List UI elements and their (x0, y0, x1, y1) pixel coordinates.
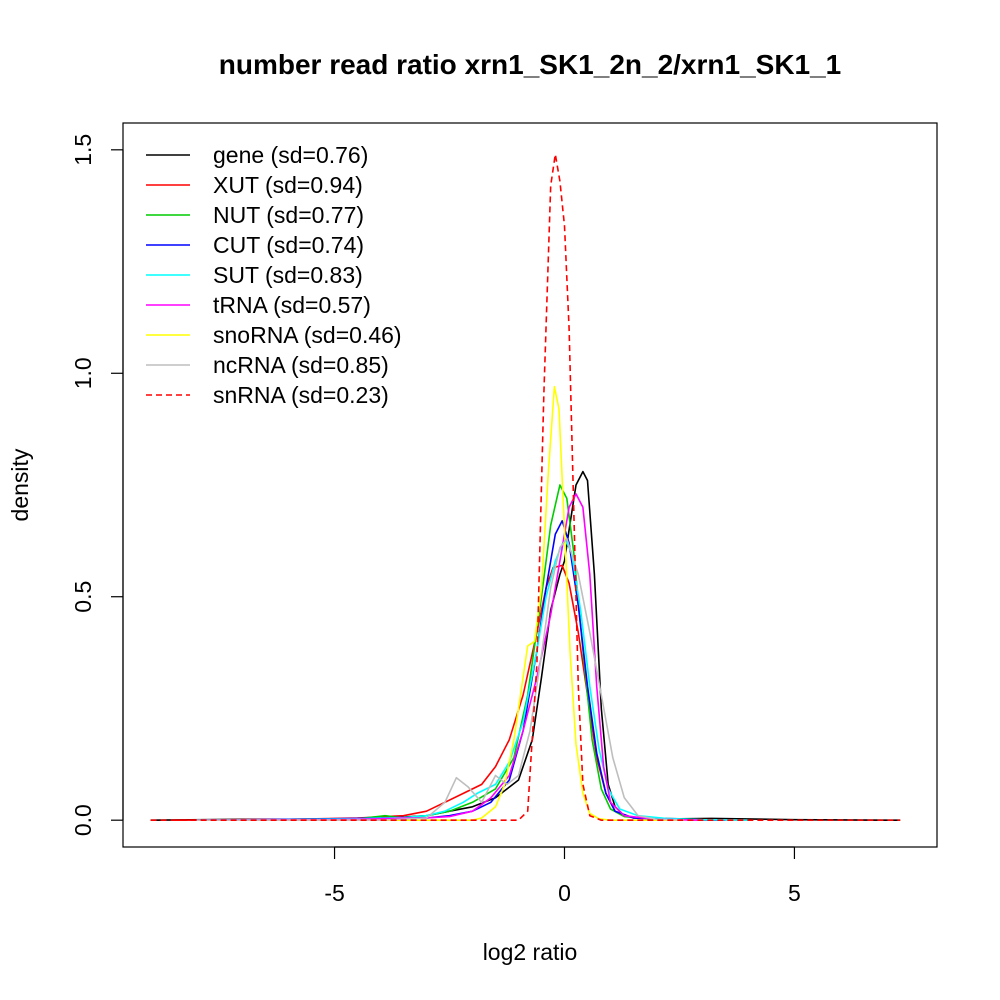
y-axis: 0.0 0.5 1.0 1.5 (70, 134, 124, 836)
legend-label: gene (sd=0.76) (213, 142, 368, 168)
series-line (196, 484, 726, 822)
series-lines (150, 153, 901, 822)
legend: gene (sd=0.76) XUT (sd=0.94) NUT (sd=0.77)… (146, 142, 402, 408)
legend-label: XUT (sd=0.94) (213, 172, 363, 198)
y-tick-label: 1.0 (70, 357, 96, 389)
y-tick-label: 0.5 (70, 581, 96, 613)
series-line (150, 470, 901, 822)
x-axis-label: log2 ratio (483, 939, 578, 965)
series-line (196, 537, 685, 822)
x-tick-label: 5 (788, 880, 801, 906)
x-tick-label: -5 (324, 880, 344, 906)
x-tick-label: 0 (558, 880, 571, 906)
y-tick-label: 1.5 (70, 134, 96, 166)
legend-label: snoRNA (sd=0.46) (213, 322, 402, 348)
legend-label: tRNA (sd=0.57) (213, 292, 371, 318)
series-line (196, 519, 726, 821)
legend-label: SUT (sd=0.83) (213, 262, 363, 288)
chart-title: number read ratio xrn1_SK1_2n_2/xrn1_SK1… (219, 49, 842, 80)
legend-label: snRNA (sd=0.23) (213, 382, 389, 408)
y-tick-label: 0.0 (70, 804, 96, 836)
series-line (150, 153, 901, 822)
series-line (196, 493, 703, 822)
x-axis: -5 0 5 (324, 846, 801, 906)
series-line (288, 385, 680, 822)
y-axis-label: density (7, 448, 33, 521)
legend-label: NUT (sd=0.77) (213, 202, 364, 228)
series-line (196, 537, 749, 822)
legend-label: CUT (sd=0.74) (213, 232, 364, 258)
legend-label: ncRNA (sd=0.85) (213, 352, 389, 378)
